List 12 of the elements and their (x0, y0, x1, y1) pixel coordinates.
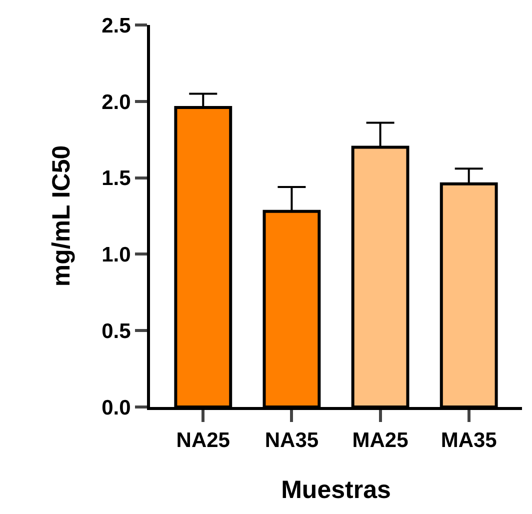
y-tick-label: 0.0 (102, 396, 131, 420)
y-axis-title: mg/mL IC50 (47, 145, 76, 287)
y-tick-label: 0.5 (102, 320, 132, 343)
y-tick-label: 2.0 (102, 90, 131, 114)
y-tick-label: 1.0 (102, 244, 131, 267)
x-tick-label: MA25 (352, 429, 409, 452)
y-tick-label: 2.5 (102, 14, 132, 38)
x-tick-label: NA35 (264, 429, 319, 452)
x-axis-title: Muestras (281, 476, 391, 504)
x-tick-label: NA25 (176, 429, 230, 452)
x-tick-label: MA35 (440, 429, 498, 452)
y-tick-label: 1.5 (102, 167, 132, 190)
